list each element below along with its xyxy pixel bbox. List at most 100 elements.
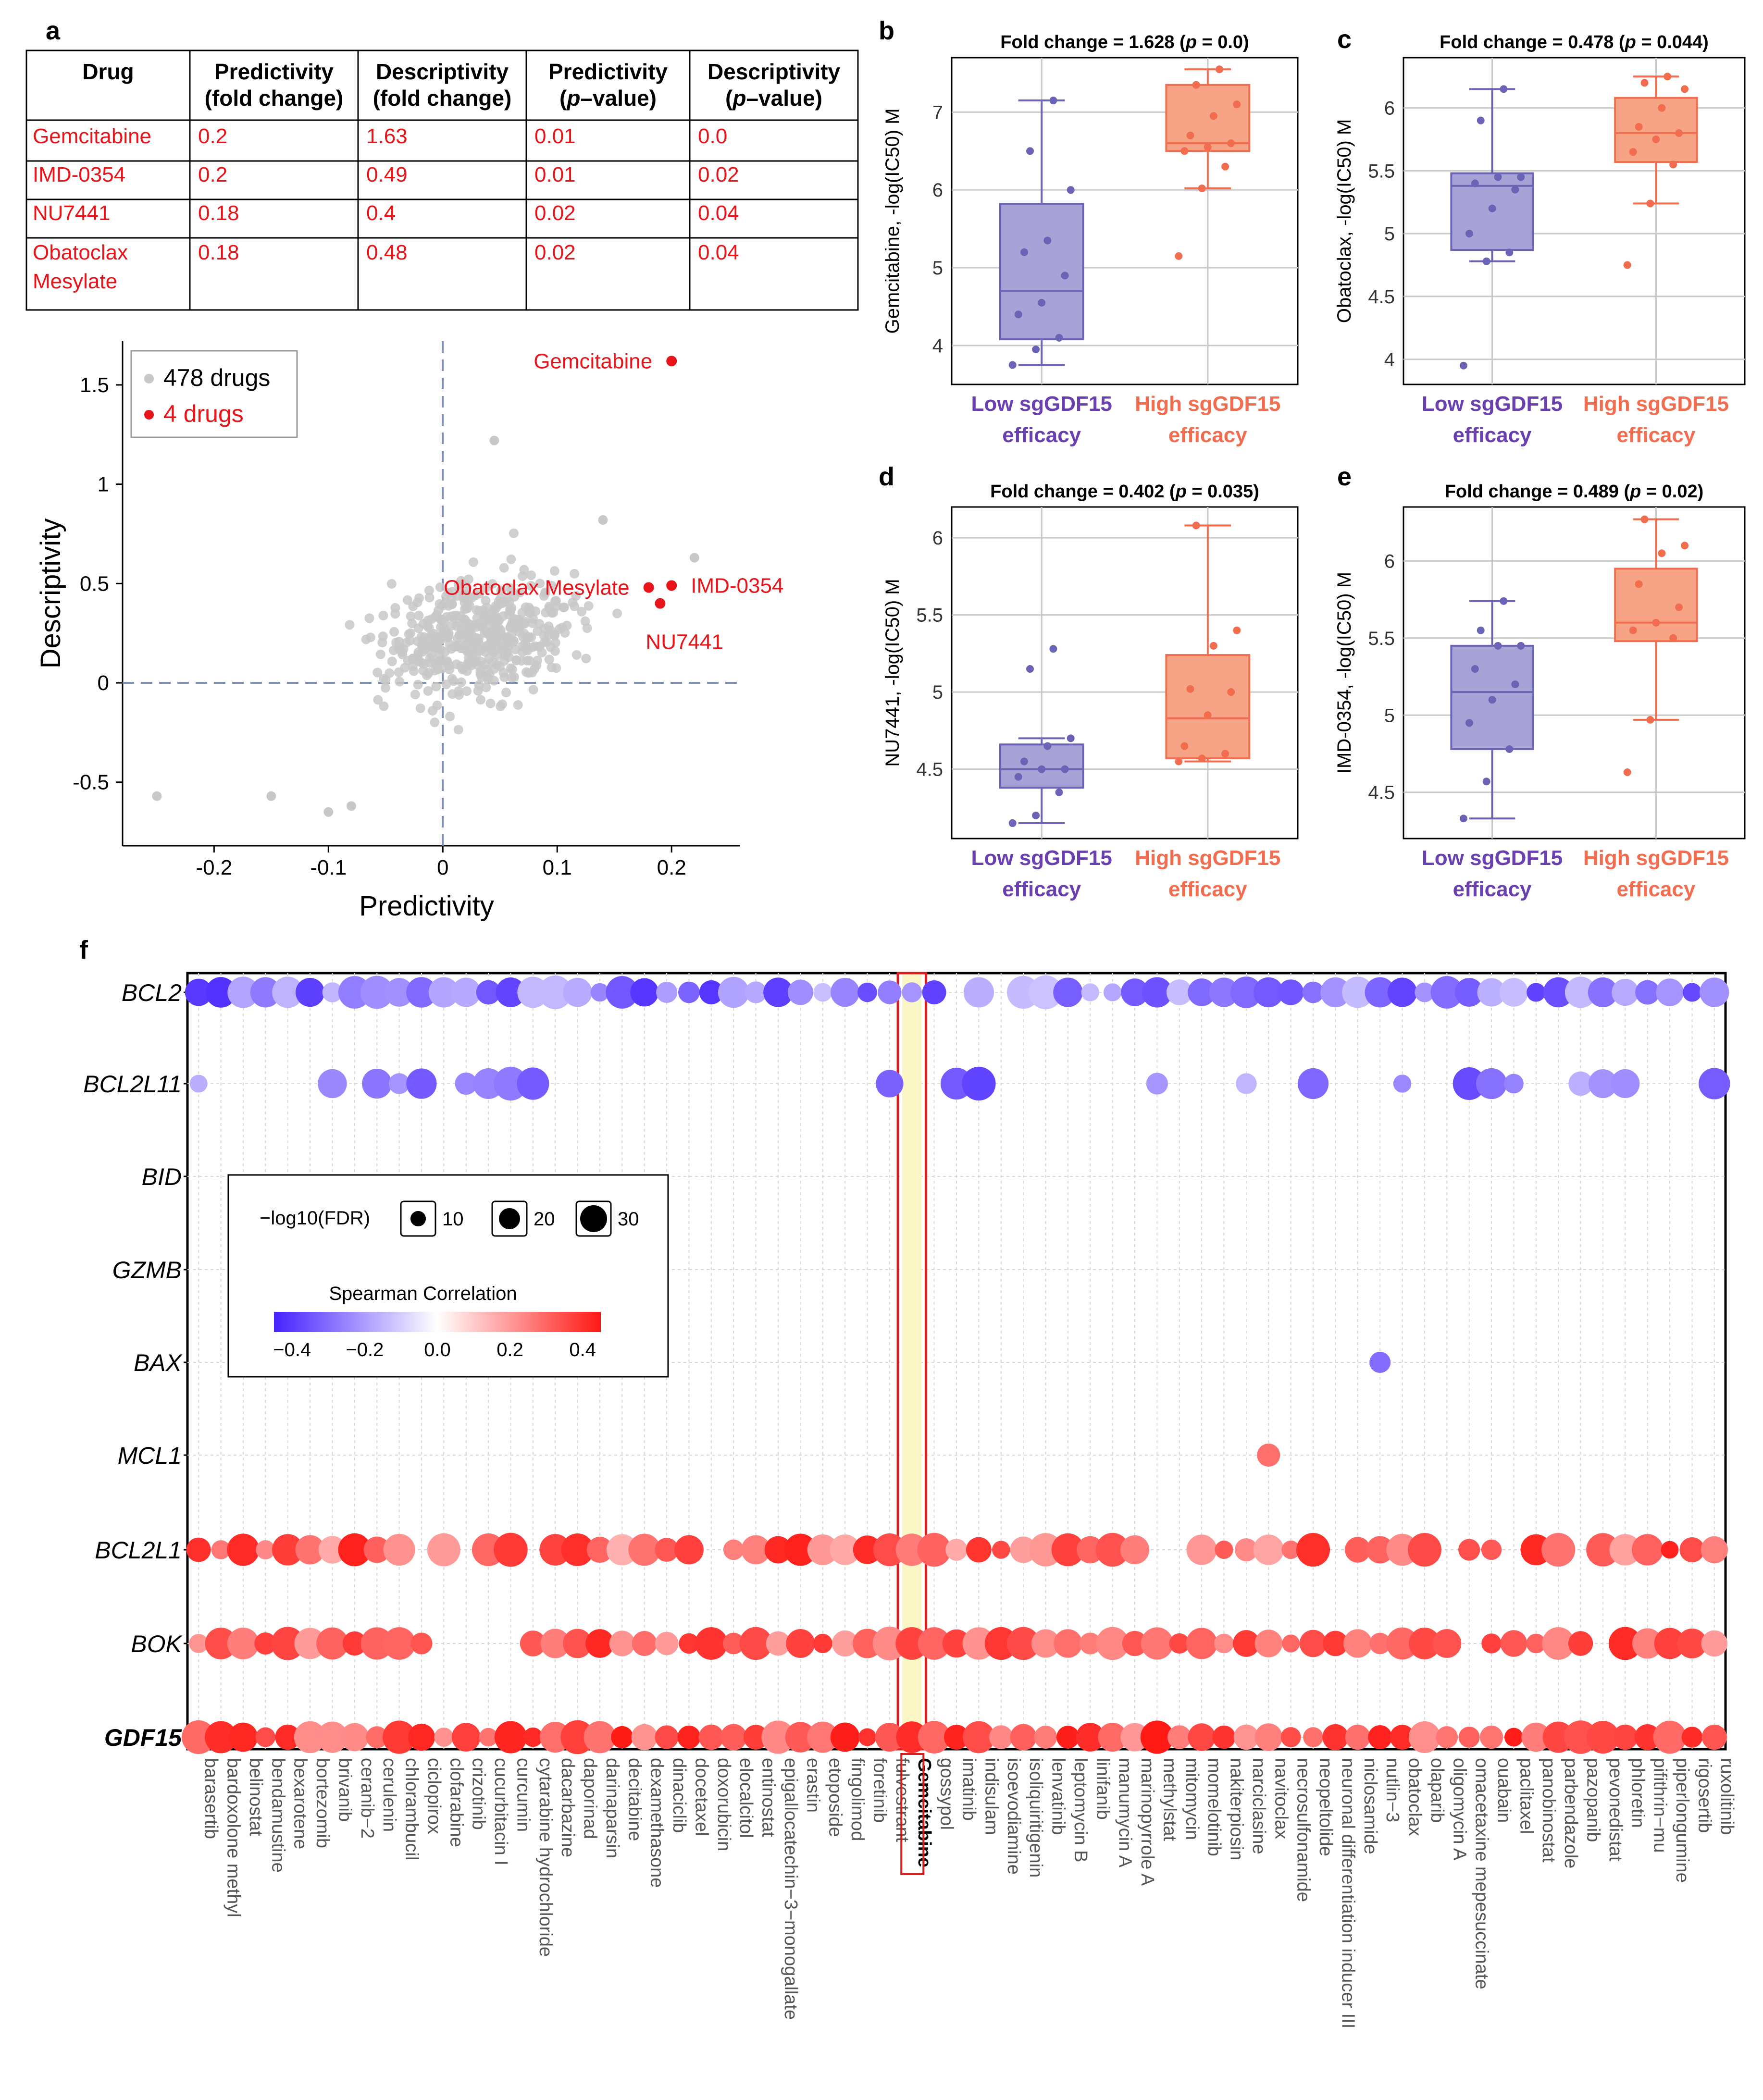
gene-drug-dot [655,1631,679,1655]
drug-label: neuronal differentiation inducer III [1338,1758,1358,2028]
box-title: Fold change = 0.478 (p = 0.044) [1440,32,1709,52]
drug-point [505,622,515,632]
group-label: Low sgGDF15 [971,846,1112,870]
size-legend-value: 30 [618,1209,639,1230]
gene-drug-dot [1297,1068,1329,1099]
data-point [1067,186,1075,194]
drug-label: leptomycin B [1070,1758,1091,1863]
box [1614,568,1698,642]
data-point [1175,757,1183,766]
title-part: p [1629,482,1641,502]
drug-label: epigallocatechin−3−monogallate [781,1758,801,2020]
drug-point [431,681,441,692]
data-point [1020,757,1028,766]
y-tick-label: 6 [1384,98,1395,119]
group-label: efficacy [1453,877,1532,901]
gene-drug-dot [254,1632,277,1655]
gene-drug-dot [739,1627,772,1660]
drug-point [346,801,356,811]
group-label: High sgGDF15 [1583,846,1729,870]
gene-drug-dot [1212,1725,1236,1749]
drug-label: rigosertib [1694,1758,1714,1833]
drug-label: imatinib [959,1758,979,1821]
gene-drug-dot [1479,1725,1503,1749]
drug-point [453,725,463,735]
gene-drug-dot [1254,1630,1283,1657]
legend-box [130,350,298,438]
group-label: efficacy [1002,423,1081,447]
drug-label: barasertib [201,1758,221,1839]
gene-drug-dot [1542,1627,1575,1660]
dotplot-legend: −log10(FDR) 10 20 30 Spearman Correlation −0.… [227,1174,669,1378]
gene-drug-dot [1345,1537,1371,1563]
gene-drug-dot [316,1721,348,1753]
gene-drug-dot [1079,1632,1101,1655]
size-legend-value: 10 [442,1209,464,1230]
header-part: p [566,86,580,111]
gene-drug-dot [560,1720,595,1754]
gene-drug-dot [963,1721,995,1754]
gene-drug-dot [1303,1727,1323,1747]
gene-drug-dot [272,976,304,1008]
drug-point [551,663,561,673]
gene-drug-dot [1122,1631,1148,1656]
gene-drug-dot [1568,1071,1593,1096]
drug-point [372,667,383,678]
gene-drug-dot [1215,1540,1233,1559]
gene-drug-dot [1209,977,1239,1007]
highlight-column [902,975,922,1748]
size-legend-dot [499,1208,520,1229]
drug-point [486,641,496,651]
y-tick-label: 4.5 [1368,782,1395,803]
gene-drug-dot [1054,1629,1082,1658]
gene-drug-dot [1700,977,1729,1007]
gene-drug-dot [1699,1068,1730,1099]
drug-point [423,686,433,696]
gene-drug-dot [858,1728,877,1746]
drug-point [505,583,515,593]
title-part: p [1625,32,1636,52]
group-label: High sgGDF15 [1583,392,1729,416]
data-point [1488,204,1496,212]
drug-label: narciclasine [1249,1758,1269,1854]
gene-drug-dot [699,980,723,1005]
drug-point [546,642,556,652]
drug-point [504,652,514,662]
drug-label: curcumin [513,1758,533,1832]
gene-label: BCL2 [122,979,182,1006]
table-cell-value: 1.63 [366,124,408,148]
drug-point [437,664,447,674]
gene-drug-dot [1280,1727,1301,1747]
gene-drug-dot [1390,1725,1415,1750]
gene-drug-dot [1053,977,1083,1007]
data-point [1204,711,1212,719]
drug-point [452,591,462,601]
gene-drug-dot [1564,976,1597,1008]
gene-drug-dot [1679,1537,1705,1563]
gene-label: BAX [134,1349,183,1376]
gene-drug-dot [561,1533,594,1566]
x-tick-label: -0.1 [310,856,347,879]
data-point [1049,97,1057,105]
drug-point [513,700,523,710]
gene-drug-dot [1257,1444,1280,1467]
x-tick-label: 0.2 [657,856,686,879]
gene-drug-dot [1169,1633,1190,1654]
group-label: Low sgGDF15 [971,392,1112,416]
highlight-drug-point [643,582,654,593]
data-point [1652,136,1660,143]
gene-drug-dot [655,1538,679,1562]
gene-drug-dot [1611,1069,1640,1099]
gene-drug-dot [496,977,526,1007]
drug-label: cytarabine hydrochloride [535,1758,556,1957]
drug-point [380,683,390,693]
scatter-plot: -0.2 -0.1 0 0.1 0.2 -0.5 0 0.5 1 1.5 Predictivity D… [35,341,783,922]
drug-label: marinopyrrole A [1137,1758,1157,1886]
drug-point [406,628,416,638]
gene-drug-dot [451,977,481,1007]
table-header-cell: Predictivity [548,59,668,84]
data-point [1043,742,1052,750]
data-point [1038,299,1046,307]
gene-drug-dot [185,978,212,1006]
drug-point [506,554,516,564]
